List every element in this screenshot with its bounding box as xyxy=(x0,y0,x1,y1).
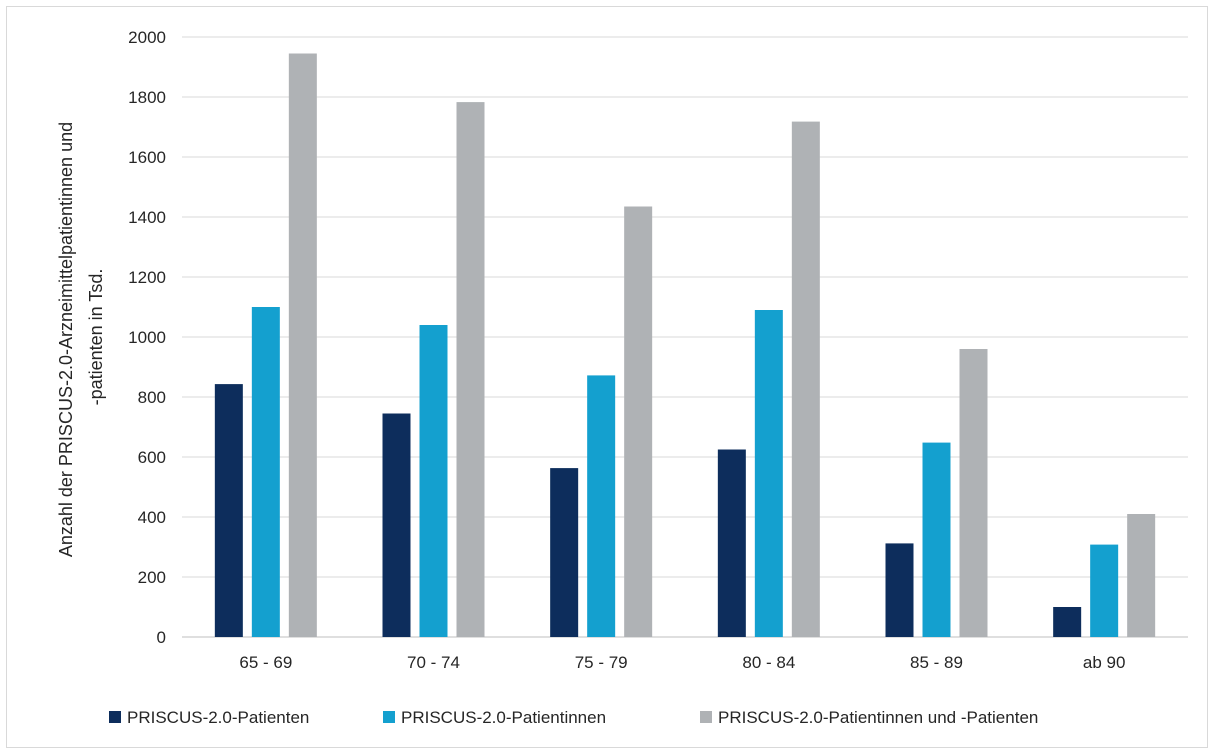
y-tick-label: 2000 xyxy=(128,28,166,47)
bar xyxy=(251,307,280,637)
x-tick-label: 85 - 89 xyxy=(910,653,963,672)
bar xyxy=(288,53,317,637)
x-tick-label: ab 90 xyxy=(1083,653,1126,672)
legend-swatch-patienten xyxy=(109,711,121,723)
y-tick-label: 1800 xyxy=(128,88,166,107)
y-tick-label: 1200 xyxy=(128,268,166,287)
x-tick-labels: 65 - 69 70 - 74 75 - 79 80 - 84 85 - 89 ab 90 xyxy=(239,653,1125,672)
bar xyxy=(959,349,988,637)
bar xyxy=(587,375,616,637)
bar xyxy=(1090,544,1119,637)
y-tick-label: 400 xyxy=(138,508,166,527)
y-tick-label: 800 xyxy=(138,388,166,407)
y-tick-label: 1400 xyxy=(128,208,166,227)
y-axis-title-line-2: -patienten in Tsd. xyxy=(86,269,106,406)
bar xyxy=(1127,514,1156,637)
x-tick-label: 75 - 79 xyxy=(575,653,628,672)
y-axis-title: Anzahl der PRISCUS-2.0-Arzneimittelpatie… xyxy=(56,117,106,557)
bar xyxy=(791,121,820,638)
bar xyxy=(419,325,448,637)
y-tick-label: 200 xyxy=(138,568,166,587)
gridlines xyxy=(182,36,1188,638)
bars xyxy=(214,53,1156,638)
legend-label-patienten: PRISCUS-2.0-Patienten xyxy=(127,708,309,727)
bar xyxy=(754,310,783,637)
legend-label-patientinnen: PRISCUS-2.0-Patientinnen xyxy=(401,708,606,727)
bar xyxy=(922,442,951,637)
bar xyxy=(624,206,653,637)
y-tick-label: 1000 xyxy=(128,328,166,347)
y-tick-label: 0 xyxy=(157,628,166,647)
y-tick-labels: 0 200 400 600 800 1000 1200 1400 1600 1800 2000 xyxy=(128,28,166,647)
legend-swatch-gesamt xyxy=(700,711,712,723)
bar xyxy=(456,102,485,638)
y-tick-label: 600 xyxy=(138,448,166,467)
bar xyxy=(382,413,411,637)
legend-swatch-patientinnen xyxy=(383,711,395,723)
legend: PRISCUS-2.0-Patienten PRISCUS-2.0-Patien… xyxy=(109,708,1038,727)
y-axis-title-line-1: Anzahl der PRISCUS-2.0-Arzneimittelpatie… xyxy=(56,122,76,557)
bar xyxy=(550,468,579,637)
bar xyxy=(1053,607,1082,637)
bar xyxy=(885,543,914,637)
legend-label-gesamt: PRISCUS-2.0-Patientinnen und -Patienten xyxy=(718,708,1038,727)
y-tick-label: 1600 xyxy=(128,148,166,167)
x-tick-label: 65 - 69 xyxy=(239,653,292,672)
x-tick-label: 70 - 74 xyxy=(407,653,460,672)
bar xyxy=(717,449,746,637)
x-tick-label: 80 - 84 xyxy=(742,653,795,672)
bar xyxy=(214,384,243,637)
